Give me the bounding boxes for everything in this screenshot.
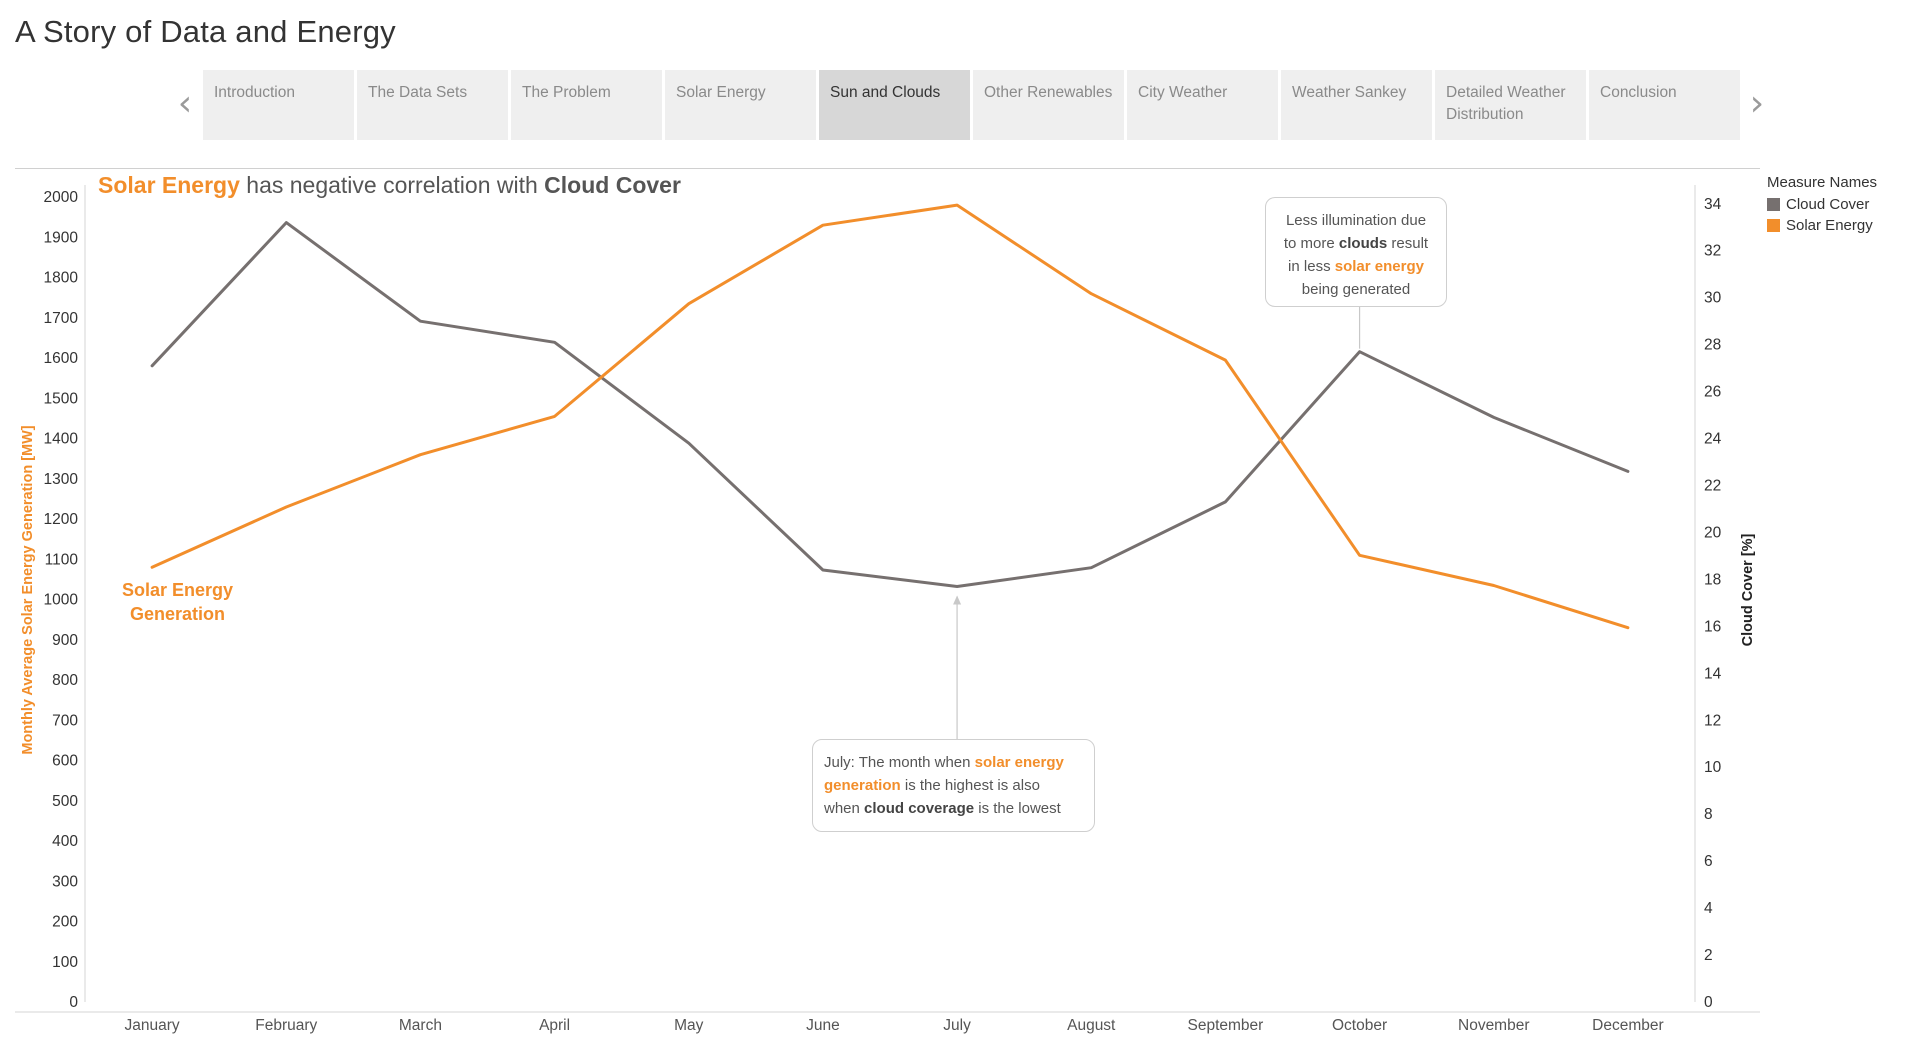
y-right-tick-label: 28 — [1704, 337, 1721, 354]
x-tick-label: June — [806, 1017, 840, 1034]
annotation-line: in less solar energy — [1288, 258, 1424, 275]
legend-label: Solar Energy — [1786, 217, 1873, 234]
y-right-tick-label: 32 — [1704, 243, 1721, 260]
annotation-line: being generated — [1301, 281, 1411, 298]
y-right-tick-label: 2 — [1704, 947, 1713, 964]
y-right-tick-label: 20 — [1704, 524, 1722, 541]
story-tab-conclusion[interactable]: Conclusion — [1589, 70, 1740, 140]
y-right-tick-label: 6 — [1704, 853, 1713, 870]
legend-swatch-cloud — [1767, 198, 1780, 211]
story-tab-solar-energy[interactable]: Solar Energy — [665, 70, 816, 140]
y-tick-label: 900 — [52, 632, 78, 649]
x-tick-label: March — [399, 1017, 442, 1034]
y-tick-label: 1600 — [44, 350, 79, 367]
y-tick-label: 1500 — [44, 390, 79, 407]
annotation-line: July: The month when solar energy — [824, 754, 1064, 771]
y-right-tick-label: 12 — [1704, 712, 1721, 729]
annotation-line: generation is the highest is also — [824, 777, 1040, 794]
y-tick-label: 1200 — [44, 511, 79, 528]
y-right-tick-label: 0 — [1704, 994, 1713, 1011]
divider — [15, 168, 1760, 169]
chart-title: Solar Energy has negative correlation wi… — [98, 172, 681, 199]
x-tick-label: May — [674, 1017, 704, 1034]
y-right-tick-label: 18 — [1704, 571, 1721, 588]
series-line-cloud-cover — [150, 221, 1630, 588]
annotation-arrowhead — [953, 595, 962, 605]
story-title: A Story of Data and Energy — [15, 14, 396, 49]
y-right-tick-label: 26 — [1704, 384, 1721, 401]
annotation-line: Less illumination due — [1285, 212, 1427, 229]
chart-title-middle: has negative correlation with — [239, 172, 545, 198]
y-tick-label: 1800 — [44, 270, 79, 287]
story-tab-detailed-weather-distribution[interactable]: Detailed Weather Distribution — [1435, 70, 1586, 140]
y-tick-label: 500 — [52, 793, 78, 810]
x-tick-label: July — [943, 1017, 971, 1034]
y-right-tick-label: 14 — [1704, 665, 1722, 682]
y-tick-label: 700 — [52, 712, 78, 729]
series-line-solar-energy — [150, 203, 1630, 630]
series-label-line1: Solar Energy — [121, 580, 234, 600]
series-label-solar: Solar Energy Generation — [100, 578, 255, 626]
y-tick-label: 300 — [52, 873, 78, 890]
story-tab-sun-and-clouds[interactable]: Sun and Clouds — [819, 70, 970, 140]
y-tick-label: 1300 — [44, 471, 79, 488]
y-right-tick-label: 8 — [1704, 806, 1713, 823]
legend-label: Cloud Cover — [1786, 196, 1870, 213]
x-tick-label: August — [1067, 1017, 1116, 1034]
x-tick-label: January — [125, 1017, 180, 1034]
story-tab-the-problem[interactable]: The Problem — [511, 70, 662, 140]
y-tick-label: 1400 — [44, 431, 79, 448]
x-tick-label: October — [1332, 1017, 1387, 1034]
chevron-left-icon[interactable]: ‹ — [177, 83, 193, 124]
y-right-tick-label: 10 — [1704, 759, 1722, 776]
y-axis-title-right: Cloud Cover [%] — [1740, 533, 1756, 646]
chart-title-solar: Solar Energy — [98, 172, 240, 198]
x-tick-label: September — [1188, 1017, 1264, 1034]
y-right-tick-label: 16 — [1704, 618, 1721, 635]
y-tick-label: 1000 — [44, 592, 79, 609]
annotation-line: when cloud coverage is the lowest — [824, 800, 1061, 817]
story-tab-weather-sankey[interactable]: Weather Sankey — [1281, 70, 1432, 140]
story-navigation: Introduction The Data Sets The Problem Sola… — [203, 70, 1741, 140]
story-tab-the-data-sets[interactable]: The Data Sets — [357, 70, 508, 140]
y-right-tick-label: 30 — [1704, 290, 1722, 307]
story-tab-city-weather[interactable]: City Weather — [1127, 70, 1278, 140]
y-tick-label: 0 — [69, 994, 78, 1011]
annotation-july: July: The month when solar energy genera… — [812, 739, 1095, 832]
legend-item-cloud-cover[interactable]: Cloud Cover — [1767, 194, 1877, 215]
y-tick-label: 100 — [52, 954, 78, 971]
series-label-line2: Generation — [129, 604, 226, 624]
legend-item-solar-energy[interactable]: Solar Energy — [1767, 215, 1877, 236]
y-tick-label: 1700 — [44, 310, 79, 327]
story-tab-introduction[interactable]: Introduction — [203, 70, 354, 140]
y-axis-title-left: Monthly Average Solar Energy Generation … — [20, 425, 36, 754]
chart-title-cloud: Cloud Cover — [544, 172, 681, 198]
x-tick-label: April — [539, 1017, 570, 1034]
y-tick-label: 400 — [52, 833, 78, 850]
y-tick-label: 200 — [52, 914, 78, 931]
y-tick-label: 1100 — [45, 551, 79, 568]
x-tick-label: November — [1458, 1017, 1530, 1034]
legend-swatch-solar — [1767, 219, 1780, 232]
chevron-right-icon[interactable]: › — [1749, 83, 1765, 124]
y-tick-label: 1900 — [44, 229, 79, 246]
annotation-clouds: Less illumination due to more clouds res… — [1265, 197, 1447, 307]
y-right-tick-label: 24 — [1704, 431, 1722, 448]
annotation-line: to more clouds result — [1283, 235, 1429, 252]
y-tick-label: 2000 — [44, 189, 79, 206]
y-right-tick-label: 4 — [1704, 900, 1713, 917]
legend: Measure Names Cloud Cover Solar Energy — [1767, 174, 1877, 236]
y-right-tick-label: 22 — [1704, 478, 1721, 495]
story-tab-other-renewables[interactable]: Other Renewables — [973, 70, 1124, 140]
y-tick-label: 600 — [52, 753, 78, 770]
y-right-tick-label: 34 — [1704, 196, 1722, 213]
x-tick-label: December — [1592, 1017, 1664, 1034]
y-tick-label: 800 — [52, 672, 78, 689]
x-tick-label: February — [255, 1017, 317, 1034]
legend-title: Measure Names — [1767, 174, 1878, 191]
